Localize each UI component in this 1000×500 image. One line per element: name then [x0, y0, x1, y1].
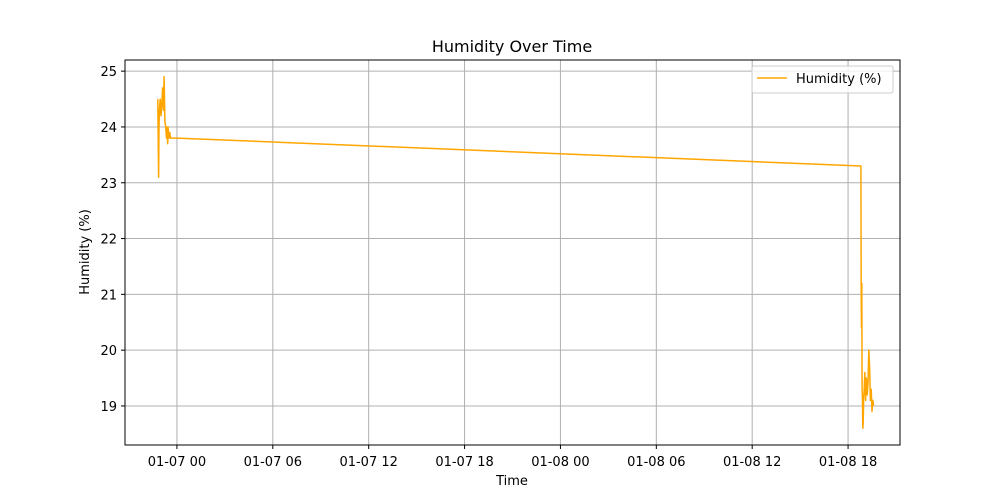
- legend-label: Humidity (%): [796, 72, 882, 87]
- y-axis-label: Humidity (%): [78, 209, 93, 295]
- x-tick-label: 01-08 18: [819, 455, 877, 470]
- y-tick-label: 25: [100, 65, 117, 80]
- x-tick-label: 01-07 00: [148, 455, 206, 470]
- series-layer: [157, 75, 875, 430]
- y-tick-label: 23: [100, 177, 117, 192]
- x-tick-label: 01-07 06: [244, 455, 302, 470]
- y-tick-label: 21: [100, 288, 117, 303]
- x-tick-label: 01-07 12: [339, 455, 397, 470]
- y-tick-label: 19: [100, 400, 117, 415]
- x-axis-label: Time: [495, 474, 528, 489]
- y-tick-label: 24: [100, 121, 117, 136]
- legend-box: [751, 65, 894, 94]
- x-axis-ticks: 01-07 00 01-07 06 01-07 12 01-07 18 01-08 00…: [148, 445, 877, 470]
- y-tick-label: 22: [100, 233, 117, 248]
- chart-title: Humidity Over Time: [432, 37, 592, 56]
- y-tick-label: 20: [100, 344, 117, 359]
- plot-frame: [124, 59, 901, 446]
- humidity-line: [157, 75, 875, 430]
- y-axis-ticks: 19 20 21 22 23 24 25: [100, 65, 125, 415]
- grid: [125, 60, 900, 445]
- legend: Humidity (%): [751, 65, 894, 94]
- x-tick-label: 01-07 18: [435, 455, 493, 470]
- x-tick-label: 01-08 12: [723, 455, 781, 470]
- x-tick-label: 01-08 06: [627, 455, 685, 470]
- x-tick-label: 01-08 00: [531, 455, 589, 470]
